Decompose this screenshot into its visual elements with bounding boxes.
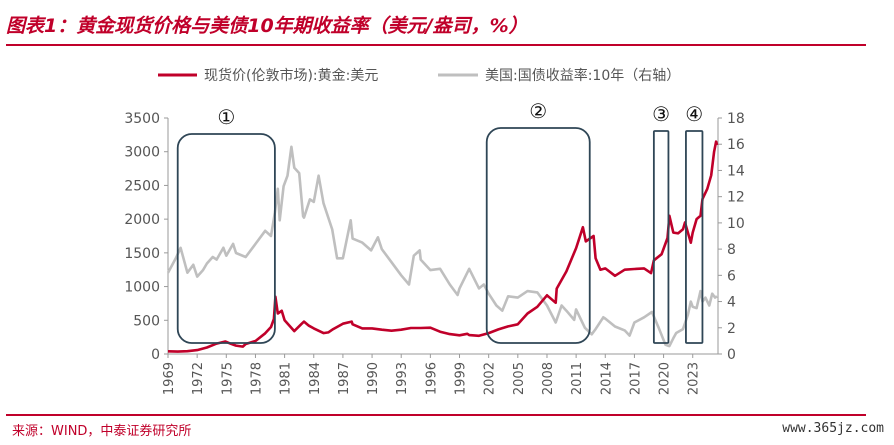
x-tick-label: 2008 — [541, 362, 556, 395]
y-left-tick-label: 2500 — [124, 178, 160, 194]
x-tick-label: 1996 — [424, 362, 439, 395]
x-tick-label: 1972 — [191, 362, 206, 395]
x-tick-label: 2023 — [687, 362, 702, 395]
title-rule — [6, 44, 866, 46]
annotation-label: ② — [529, 99, 547, 123]
legend-yield-label: 美国:国债收益率:10年（右轴） — [485, 67, 680, 84]
legend-gold-label: 现货价(伦敦市场):黄金:美元 — [204, 67, 378, 84]
annotation-label: ③ — [652, 102, 670, 126]
y-left-tick-label: 1000 — [124, 280, 160, 296]
legend: 现货价(伦敦市场):黄金:美元 美国:国债收益率:10年（右轴） — [158, 67, 680, 84]
annotation-box — [485, 127, 591, 344]
y-right-tick-label: 0 — [727, 347, 736, 363]
x-tick-label: 2011 — [570, 362, 585, 395]
y-right-tick-label: 16 — [727, 137, 745, 153]
series-gold — [167, 140, 719, 353]
x-tick-label: 2005 — [512, 362, 527, 395]
y-right-tick-label: 8 — [727, 242, 736, 258]
watermark: www.365jz.com — [782, 421, 884, 436]
x-tick-label: 1990 — [366, 362, 381, 395]
annotation-box — [685, 130, 704, 344]
footer-rule — [6, 414, 866, 416]
gold-price-line — [167, 140, 719, 353]
y-left-tick-label: 0 — [151, 347, 160, 363]
y-left-tick-label: 500 — [133, 313, 160, 329]
x-tick-label: 1987 — [337, 362, 352, 395]
yield-line — [166, 145, 718, 348]
x-tick-label: 1975 — [220, 362, 235, 395]
axes: 0 500 1000 1500 2000 2500 3000 3500 0 2 4 6 8 10 12 14 1… — [124, 111, 745, 395]
source-note: 来源：WIND，中泰证券研究所 — [12, 424, 192, 439]
y-right-tick-label: 12 — [727, 190, 745, 206]
x-tick-label: 1981 — [279, 362, 294, 395]
x-tick-label: 1969 — [162, 362, 177, 395]
x-tick-label: 2002 — [483, 362, 498, 395]
y-right-tick-label: 2 — [727, 321, 736, 337]
y-left-tick-label: 2000 — [124, 212, 160, 228]
x-tick-label: 2014 — [599, 362, 614, 395]
y-right-tick-label: 14 — [727, 163, 745, 179]
x-tick-label: 1978 — [249, 362, 264, 395]
x-tick-label: 1993 — [395, 362, 410, 395]
annotation-label: ① — [217, 105, 235, 129]
annotation-label: ④ — [685, 102, 703, 126]
series-yield — [166, 145, 718, 348]
chart-title: 图表1：黄金现货价格与美债10年期收益率（美元/盎司，%） — [6, 15, 528, 37]
y-left-tick-label: 3000 — [124, 145, 160, 161]
y-right-tick-label: 6 — [727, 268, 736, 284]
y-right-tick-label: 10 — [727, 216, 745, 232]
annotation-box — [652, 130, 670, 344]
y-left-tick-label: 1500 — [124, 246, 160, 262]
x-tick-label: 1984 — [308, 362, 323, 395]
y-left-tick-label: 3500 — [124, 111, 160, 127]
x-tick-label: 1999 — [454, 362, 469, 395]
y-right-tick-label: 18 — [727, 111, 745, 127]
x-tick-label: 2017 — [628, 362, 643, 395]
annotation-box — [176, 133, 276, 344]
x-tick-label: 2020 — [658, 362, 673, 395]
y-right-tick-label: 4 — [727, 295, 736, 311]
